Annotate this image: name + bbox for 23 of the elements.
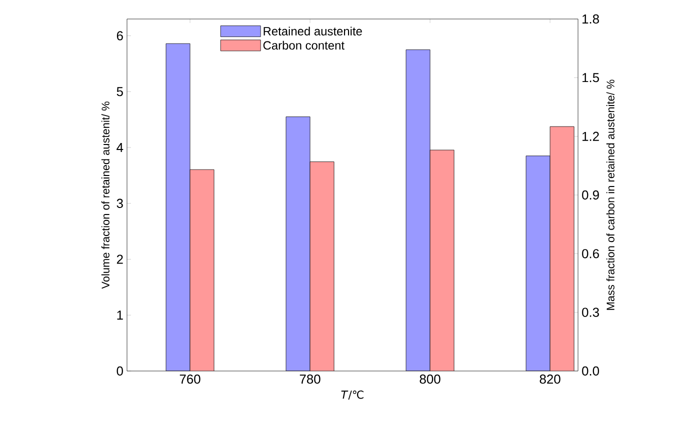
x-tick-label: 780: [300, 374, 320, 384]
legend-label: Retained austenite: [264, 26, 362, 36]
y-axis-title: Volume fraction of retained austenit/ %: [101, 102, 110, 289]
x-tick-label: 820: [540, 374, 560, 384]
legend-label: Carbon content: [263, 40, 344, 50]
x-tick-label: 800: [420, 374, 440, 384]
y2-axis-title: Mass fraction of carbon in retained austenite/ %: [606, 80, 614, 310]
y-tick-label: 6: [116, 31, 123, 40]
y2-tick-label: 0.0: [582, 366, 600, 376]
y2-tick-label: 1.2: [582, 132, 599, 141]
y2-tick-label: 0.9: [582, 190, 599, 200]
x-tick-label: 760: [180, 374, 200, 384]
y-tick-label: 4: [116, 143, 124, 152]
y-tick-label: 5: [116, 87, 123, 96]
x-axis-title: T/℃: [341, 390, 364, 400]
y-tick-label: 0: [116, 366, 123, 376]
y2-tick-label: 1.8: [582, 14, 599, 24]
y2-tick-label: 0.6: [582, 249, 599, 258]
y-tick-label: 3: [116, 198, 123, 208]
y-tick-label: 1: [117, 310, 123, 320]
y-tick-label: 2: [116, 254, 123, 264]
y2-tick-label: 1.5: [582, 73, 599, 82]
y2-tick-label: 0.3: [582, 308, 599, 317]
